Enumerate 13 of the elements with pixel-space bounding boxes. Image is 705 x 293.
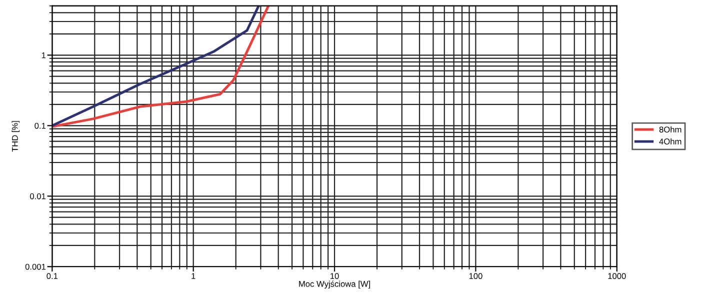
x-tick-label: 0.1 [46,273,58,279]
x-tick-label: 100 [469,273,482,279]
x-tick-label: 10 [330,273,339,279]
legend-label: 8Ohm [659,126,682,133]
y-tick-label: 0.1 [34,122,46,129]
x-axis-title: Moc Wyjściowa [W] [299,280,370,289]
y-tick-label: 0.01 [30,193,46,200]
x-tick-label: 1 [192,273,196,279]
y-tick-label: 0.001 [25,264,46,270]
y-tick-label: 1 [42,52,46,58]
x-tick-label: 1000 [608,273,626,279]
legend-label: 4Ohm [659,138,682,144]
y-axis-title: THD [%] [12,121,20,152]
